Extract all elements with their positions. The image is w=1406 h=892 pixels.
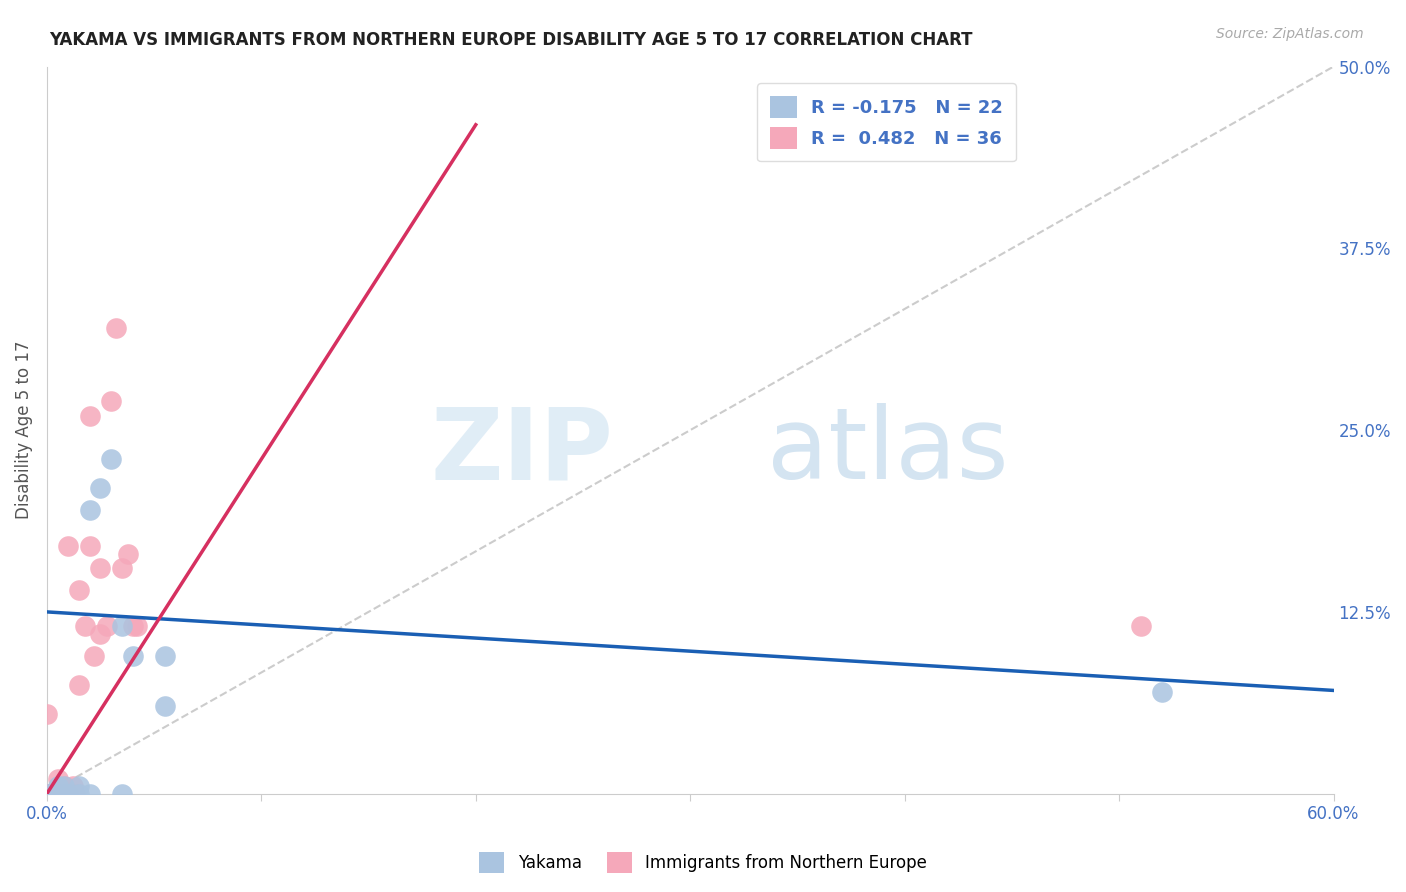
Point — [51, 787, 73, 801]
Point — [46, 787, 69, 801]
Point — [51, 787, 73, 801]
Text: ZIP: ZIP — [430, 403, 613, 500]
Point — [53, 787, 76, 801]
Point — [35, 787, 58, 801]
Point — [46, 787, 69, 801]
Point — [55, 787, 77, 801]
Y-axis label: Disability Age 5 to 17: Disability Age 5 to 17 — [15, 341, 32, 519]
Point — [121, 648, 143, 663]
Point — [53, 787, 76, 801]
Point — [58, 787, 80, 801]
Point — [67, 780, 90, 794]
Text: Source: ZipAtlas.com: Source: ZipAtlas.com — [1216, 27, 1364, 41]
Point — [100, 452, 122, 467]
Point — [79, 409, 101, 423]
Point — [111, 619, 134, 633]
Point — [35, 787, 58, 801]
Legend: Yakama, Immigrants from Northern Europe: Yakama, Immigrants from Northern Europe — [472, 846, 934, 880]
Point — [53, 780, 76, 794]
Point — [153, 699, 176, 714]
Legend: R = -0.175   N = 22, R =  0.482   N = 36: R = -0.175 N = 22, R = 0.482 N = 36 — [756, 83, 1015, 161]
Point — [79, 787, 101, 801]
Point — [35, 787, 58, 801]
Point — [121, 619, 143, 633]
Point — [58, 787, 80, 801]
Text: atlas: atlas — [768, 403, 1010, 500]
Point — [79, 540, 101, 554]
Point — [62, 780, 84, 794]
Point — [96, 619, 118, 633]
Point — [104, 321, 127, 335]
Point — [63, 787, 86, 801]
Point — [125, 619, 148, 633]
Point — [35, 706, 58, 721]
Point — [58, 540, 80, 554]
Point — [111, 561, 134, 575]
Point — [89, 626, 111, 640]
Point — [51, 787, 73, 801]
Point — [153, 648, 176, 663]
Point — [67, 678, 90, 692]
Point — [58, 787, 80, 801]
Point — [1129, 619, 1152, 633]
Text: YAKAMA VS IMMIGRANTS FROM NORTHERN EUROPE DISABILITY AGE 5 TO 17 CORRELATION CHA: YAKAMA VS IMMIGRANTS FROM NORTHERN EUROP… — [49, 31, 973, 49]
Point — [46, 787, 69, 801]
Point — [75, 619, 97, 633]
Point — [1150, 685, 1173, 699]
Point — [89, 561, 111, 575]
Point — [42, 787, 65, 801]
Point — [100, 394, 122, 409]
Point — [46, 787, 69, 801]
Point — [51, 787, 73, 801]
Point — [111, 787, 134, 801]
Point — [46, 772, 69, 786]
Point — [46, 780, 69, 794]
Point — [67, 583, 90, 598]
Point — [117, 547, 139, 561]
Point — [79, 503, 101, 517]
Point — [51, 787, 73, 801]
Point — [58, 787, 80, 801]
Point — [53, 780, 76, 794]
Point — [67, 787, 90, 801]
Point — [89, 481, 111, 495]
Point — [35, 787, 58, 801]
Point — [42, 787, 65, 801]
Point — [83, 648, 105, 663]
